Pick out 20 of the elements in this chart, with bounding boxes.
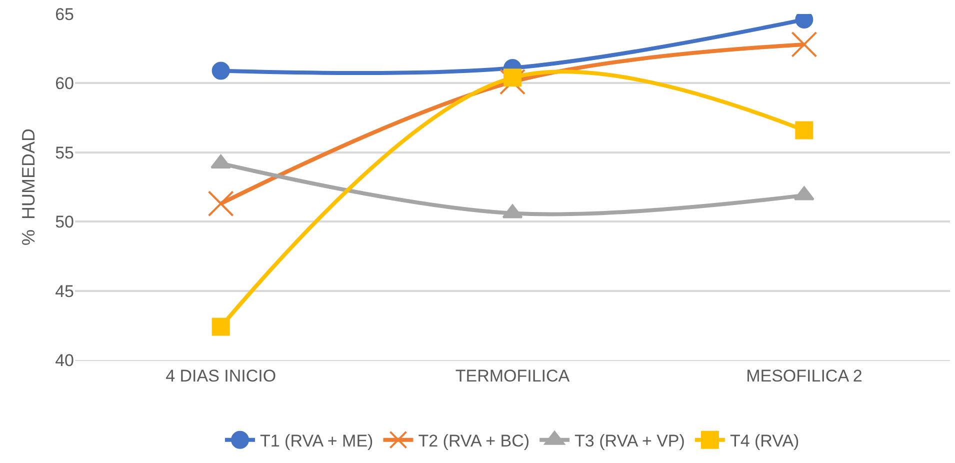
point <box>791 31 818 58</box>
y-tick-label: 40 <box>55 350 74 370</box>
point <box>504 68 522 87</box>
x-tick-label: 4 DIAS INICIO <box>166 366 276 386</box>
point <box>212 62 230 80</box>
point <box>212 318 230 336</box>
legend-label: T1 (RVA + ME) <box>260 431 374 450</box>
x-tick-label: MESOFILICA 2 <box>746 366 862 386</box>
y-tick-label: 45 <box>55 282 74 301</box>
point <box>208 190 234 217</box>
y-tick-label: 60 <box>55 74 74 94</box>
y-tick-label: 55 <box>55 143 74 162</box>
legend-label: T4 (RVA) <box>730 431 800 450</box>
x-tick-label: TERMOFILICA <box>455 366 570 386</box>
y-axis-title: % HUMEDAD <box>18 128 38 246</box>
y-tick-label: 65 <box>55 4 74 24</box>
legend-label: T3 (RVA + VP) <box>574 431 685 450</box>
legend-label: T2 (RVA + BC) <box>418 431 530 450</box>
point <box>795 121 814 140</box>
y-tick-label: 50 <box>55 212 74 232</box>
